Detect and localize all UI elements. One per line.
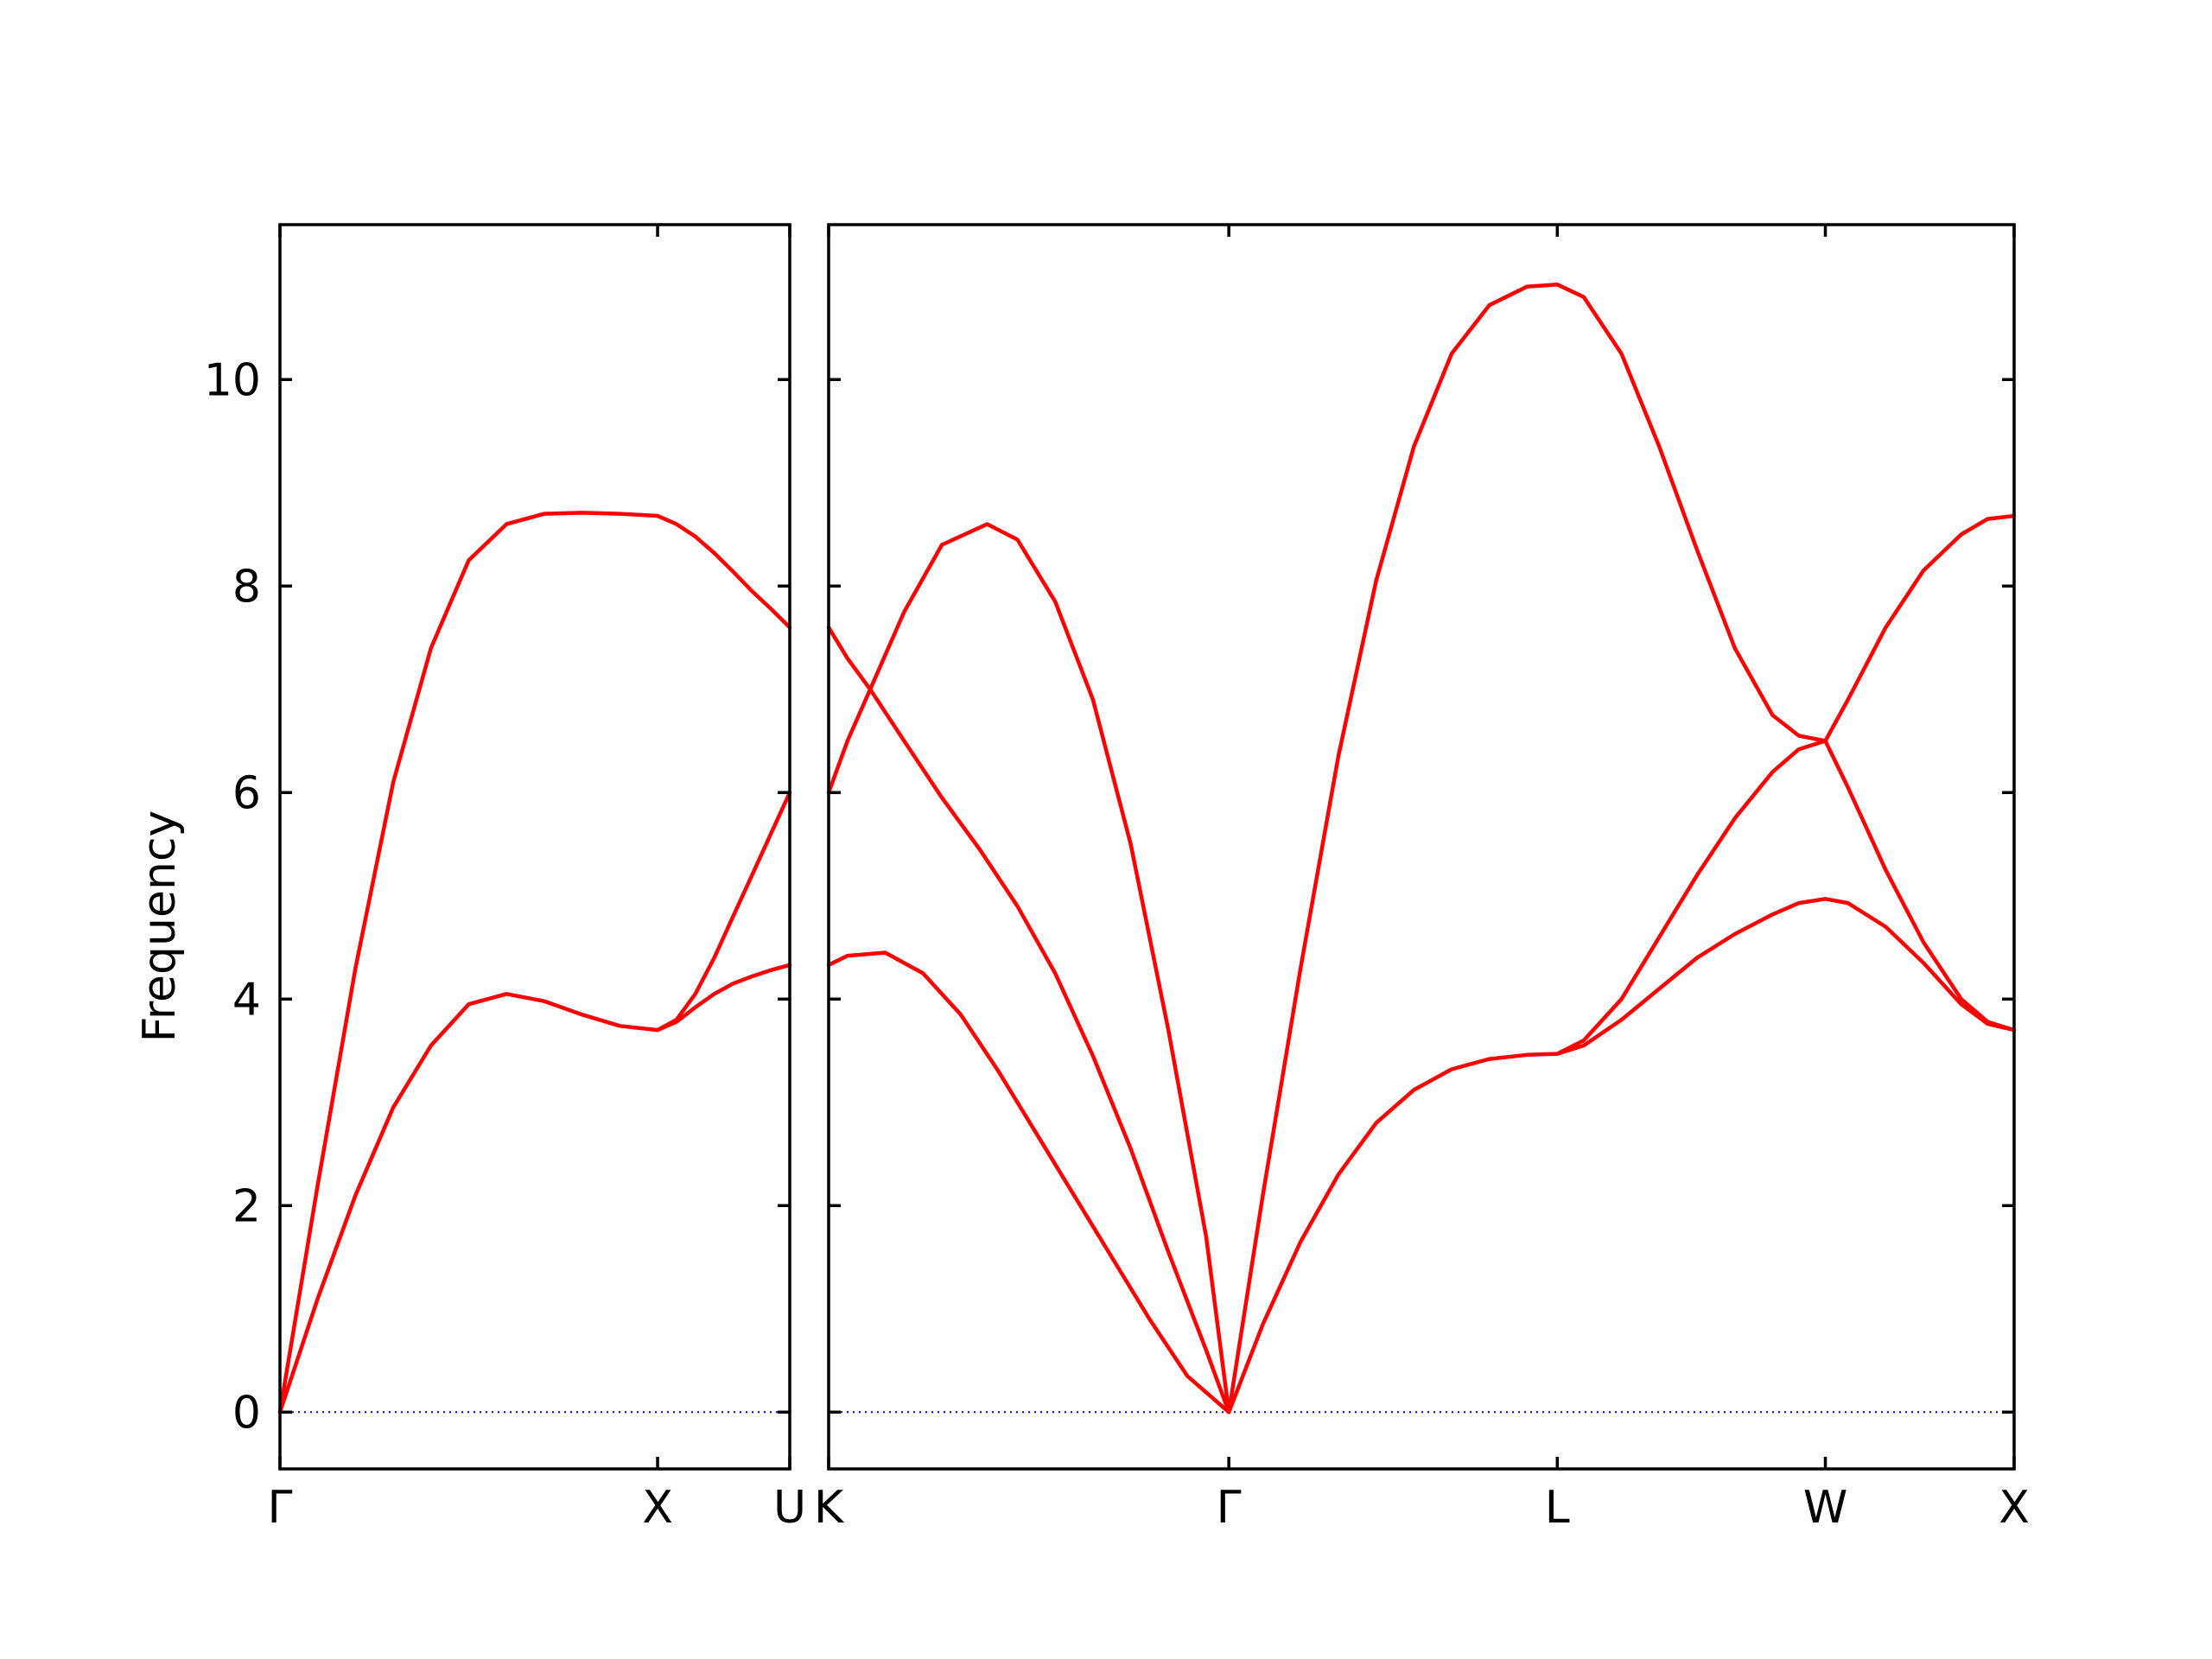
y-tick-label: 8: [232, 561, 261, 613]
band-2: [826, 625, 1231, 1414]
x-tick-label: Γ: [1217, 1482, 1242, 1534]
x-tick-label: U: [773, 1482, 806, 1534]
x-tick-label: L: [1545, 1482, 1570, 1534]
y-tick-label: 10: [204, 354, 261, 406]
y-tick-label: 6: [232, 767, 261, 819]
axes-frame: [278, 223, 791, 1471]
band-4: [1226, 283, 2017, 1414]
band-1: [277, 511, 792, 1414]
x-tick-label: K: [814, 1482, 845, 1534]
band-3: [655, 791, 792, 1033]
x-tick-label: Γ: [268, 1482, 293, 1534]
band-2: [277, 963, 792, 1414]
band-6: [1555, 897, 2017, 1056]
axes-frame: [827, 223, 2016, 1471]
x-tick-label: W: [1803, 1482, 1847, 1534]
y-tick-label: 2: [232, 1180, 261, 1232]
y-tick-label: 0: [232, 1387, 261, 1439]
plot-panels: 0 2 4 6 8 10 Γ X U K Γ L W X: [204, 223, 2030, 1534]
y-axis-label: Frequency: [134, 810, 186, 1043]
band-5: [1226, 739, 1827, 1414]
band-7: [1823, 739, 2017, 1033]
band-3: [826, 950, 1231, 1414]
panel-gamma-x-u: 0 2 4 6 8 10 Γ X U: [204, 223, 806, 1534]
band-1: [826, 522, 1231, 1414]
x-tick-label: X: [1999, 1482, 2030, 1534]
x-tick-label: X: [642, 1482, 673, 1534]
y-tick-label: 4: [232, 974, 261, 1026]
